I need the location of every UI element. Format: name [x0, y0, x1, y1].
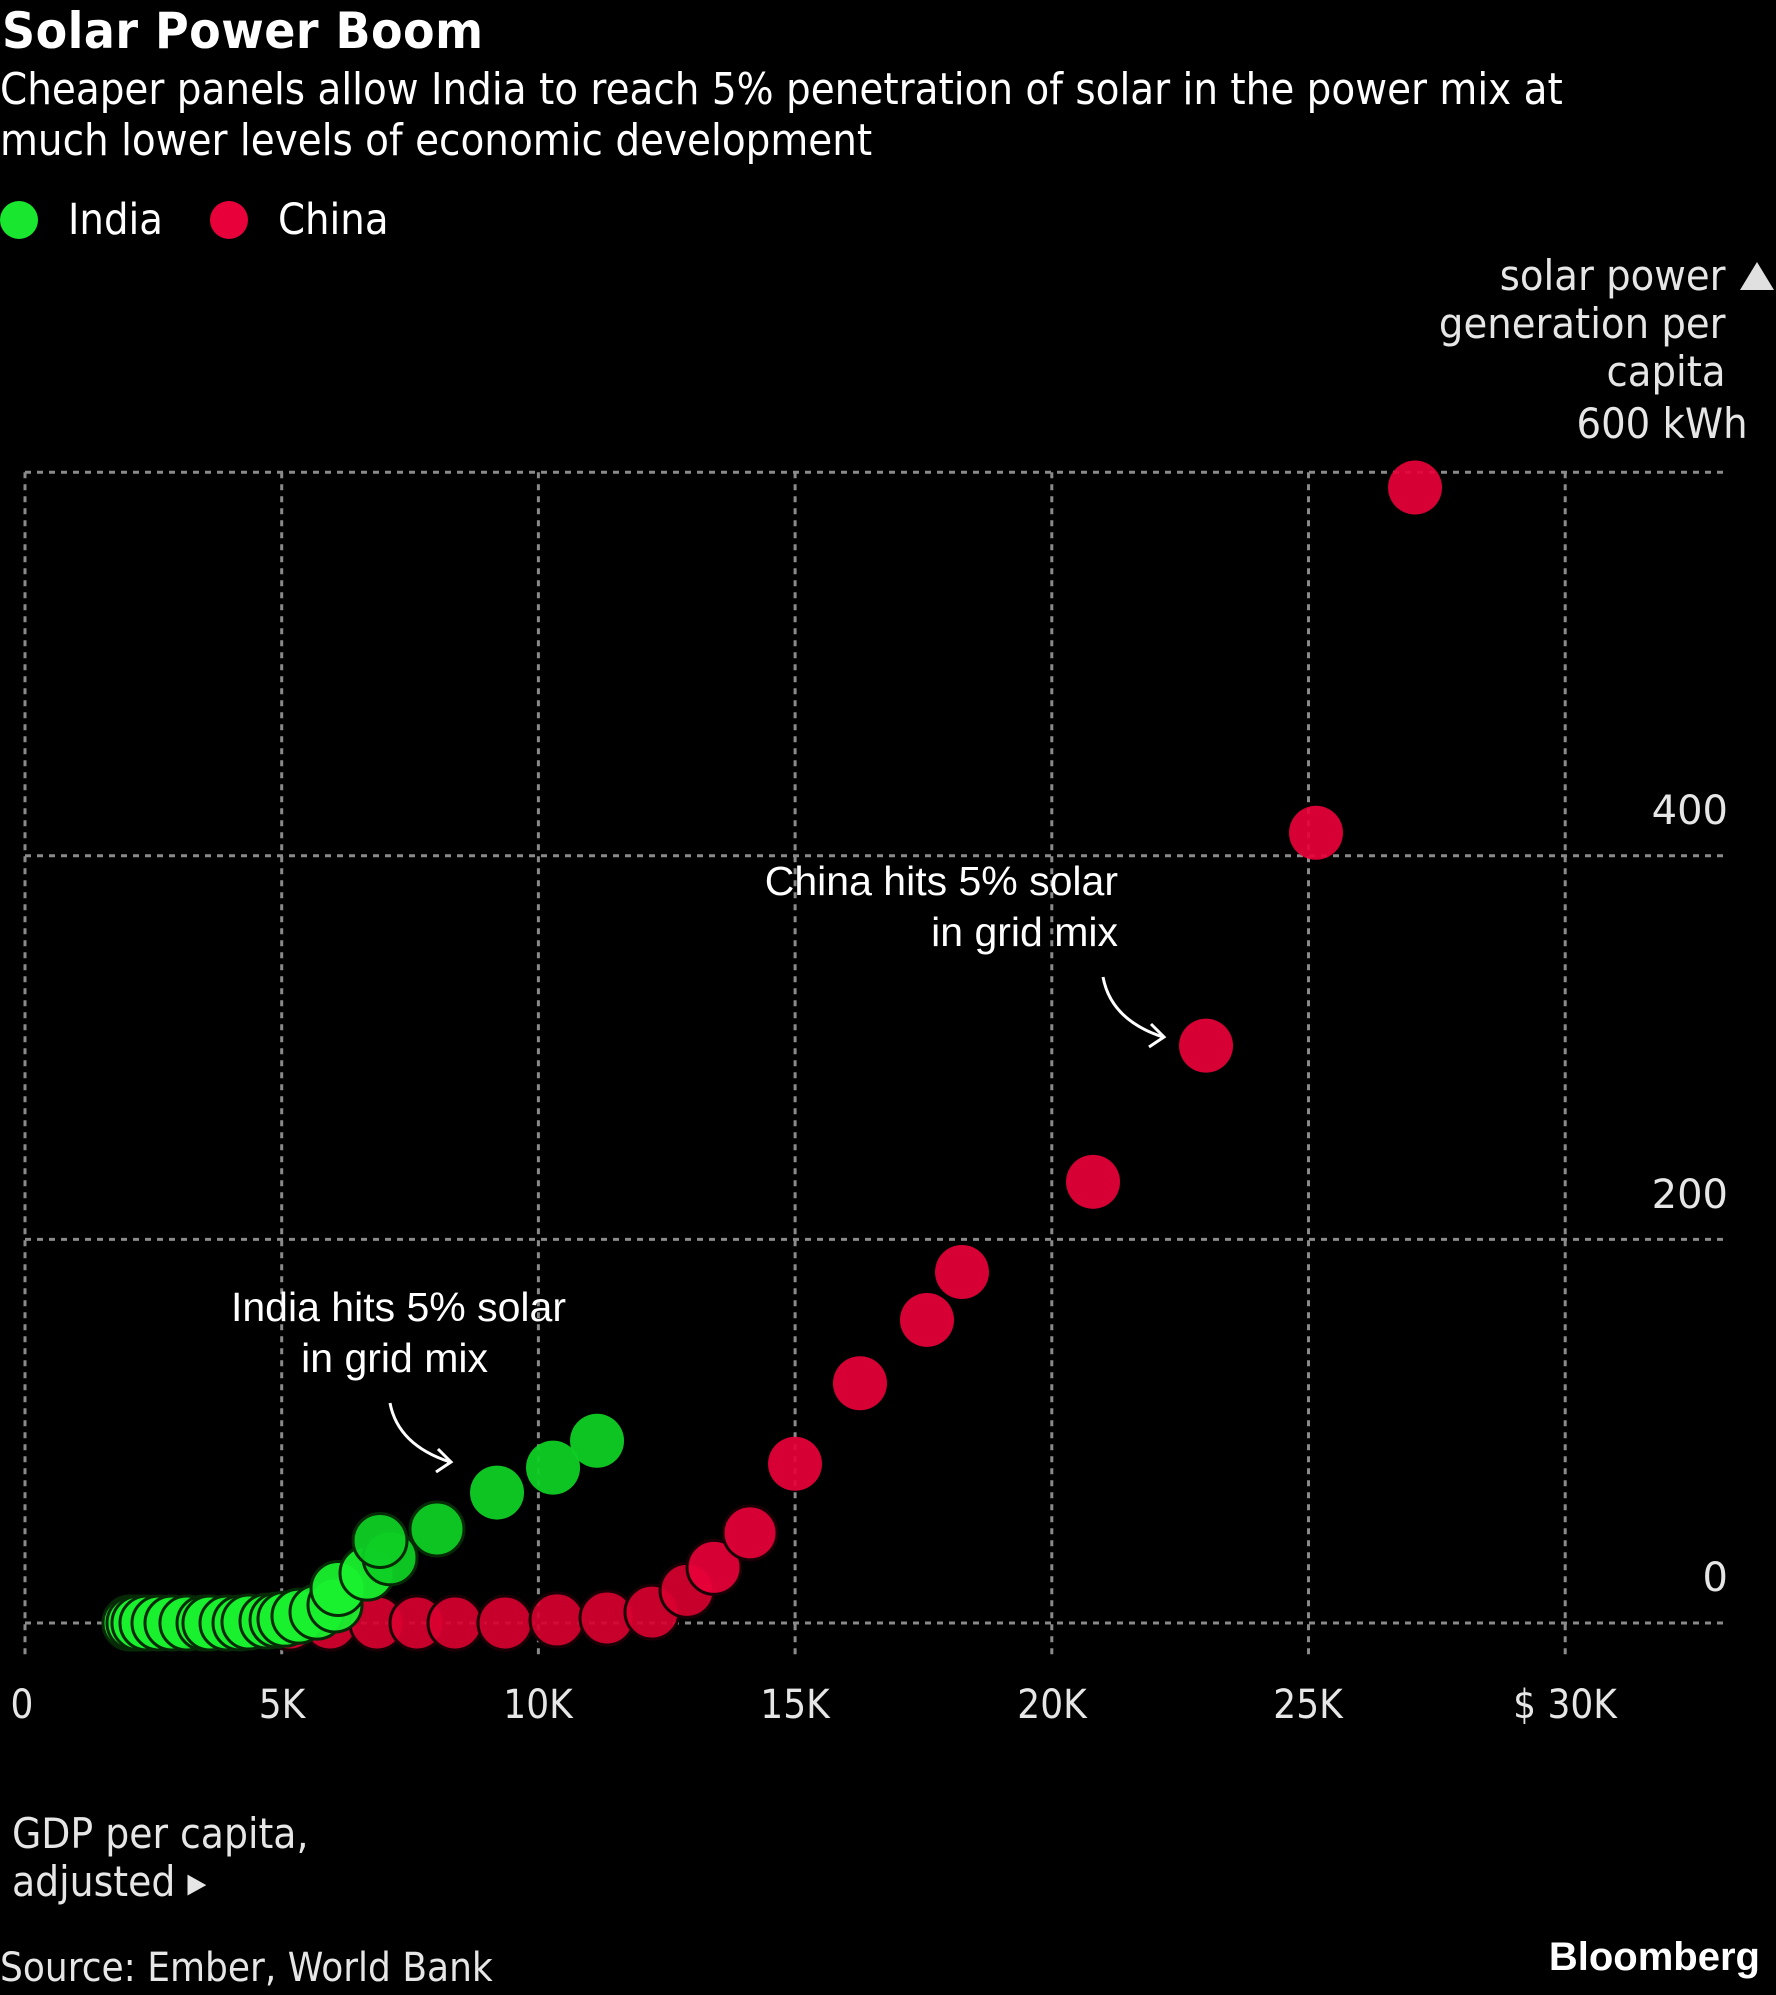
legend: India China — [0, 190, 436, 250]
data-point-china[interactable] — [721, 1504, 779, 1562]
source-note: Source: Ember, World Bank — [0, 1945, 493, 1991]
data-point-india[interactable] — [408, 1500, 466, 1558]
data-point-china[interactable] — [1179, 1018, 1234, 1073]
china-annotation-line: in grid mix — [931, 909, 1118, 955]
legend-item-china[interactable]: China — [209, 195, 401, 245]
data-point-india[interactable] — [526, 1440, 581, 1495]
india-annotation-line: India hits 5% solar — [230, 1284, 566, 1330]
legend-label-china: China — [277, 195, 389, 245]
india-annotation-line: in grid mix — [301, 1335, 488, 1381]
data-point-china[interactable] — [899, 1292, 954, 1347]
data-point-india[interactable] — [470, 1465, 525, 1520]
x-tick-label-5k: 5K — [258, 1682, 306, 1728]
y-axis-max-label: 600 kWh — [1576, 399, 1749, 448]
data-point-india[interactable] — [570, 1413, 625, 1468]
y-axis-title-line: capita — [1606, 347, 1726, 396]
gridlines — [23, 470, 1723, 1660]
series-china — [261, 460, 1443, 1652]
up-arrow-icon — [1740, 262, 1774, 290]
data-point-china[interactable] — [1288, 805, 1343, 860]
data-point-china[interactable] — [1388, 460, 1443, 515]
y-axis-title: solar power generation per capita 600 kW… — [1439, 251, 1748, 448]
data-point-china[interactable] — [767, 1436, 822, 1491]
data-point-india[interactable] — [351, 1512, 409, 1570]
legend-item-india[interactable]: India — [0, 195, 174, 245]
y-tick-label-0: 0 — [1702, 1555, 1728, 1601]
legend-swatch-china — [209, 201, 248, 239]
x-axis-title: GDP per capita, adjusted ▸ — [12, 1810, 308, 1906]
china-annotation-arrow — [1101, 976, 1164, 1039]
india-annotation: India hits 5% solar in grid mix — [231, 1282, 566, 1384]
x-tick-label-20k: 20K — [1017, 1682, 1087, 1728]
data-point-china[interactable] — [476, 1594, 534, 1652]
x-tick-label-25k: 25K — [1273, 1682, 1343, 1728]
china-annotation-line: China hits 5% solar — [764, 858, 1118, 904]
y-tick-label-400: 400 — [1651, 788, 1728, 834]
data-point-china[interactable] — [832, 1356, 887, 1411]
x-tick-label-30k: $ 30K — [1513, 1682, 1617, 1728]
chart-title: Solar Power Boom — [2, 2, 484, 60]
chart-subtitle: Cheaper panels allow India to reach 5% p… — [0, 64, 1563, 166]
y-axis-title-line: solar power — [1500, 251, 1726, 300]
x-axis-title-line: adjusted ▸ — [12, 1857, 207, 1906]
data-point-china[interactable] — [1066, 1154, 1121, 1209]
x-axis-title-line: GDP per capita, — [12, 1809, 309, 1858]
x-tick-label-0: 0 — [10, 1682, 34, 1728]
india-annotation-arrowhead-icon — [435, 1447, 454, 1474]
china-annotation-arrowhead-icon — [1148, 1022, 1167, 1049]
x-tick-label-15k: 15K — [760, 1682, 830, 1728]
bloomberg-logo: Bloomberg — [1548, 1935, 1760, 1979]
data-point-china[interactable] — [528, 1591, 586, 1649]
annotation-arrows — [388, 976, 1167, 1474]
china-annotation: China hits 5% solar in grid mix — [765, 856, 1118, 958]
series-india — [101, 1413, 625, 1652]
india-annotation-arrow — [388, 1402, 451, 1464]
data-point-china[interactable] — [426, 1594, 484, 1652]
x-tick-label-10k: 10K — [503, 1682, 573, 1728]
y-tick-label-200: 200 — [1651, 1172, 1728, 1218]
legend-swatch-india — [0, 201, 38, 239]
legend-label-india: India — [68, 195, 163, 245]
y-axis-title-line: generation per — [1439, 299, 1726, 348]
data-point-china[interactable] — [685, 1538, 743, 1596]
data-point-china[interactable] — [935, 1245, 990, 1300]
